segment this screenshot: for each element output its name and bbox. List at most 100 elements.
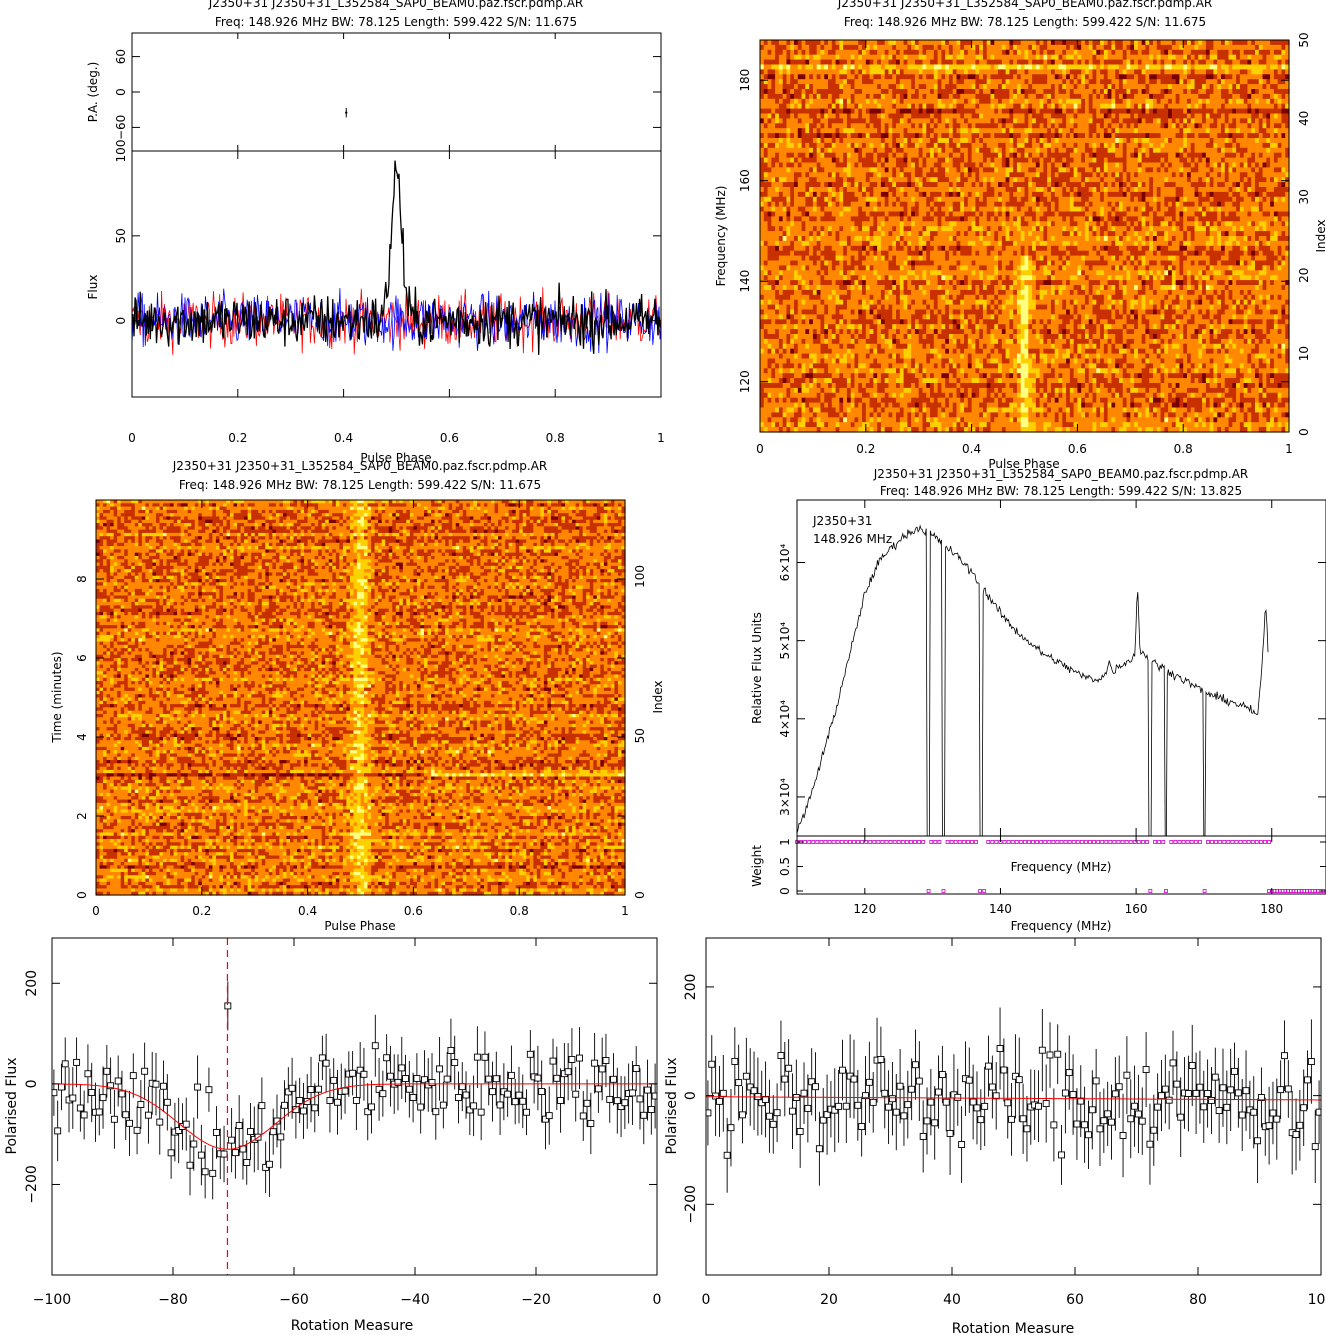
pa-ylabel: P.A. (deg.)	[86, 62, 100, 123]
freq-phase-cell	[885, 114, 889, 120]
freq-phase-cell	[873, 40, 877, 46]
freq-phase-cell	[851, 138, 855, 144]
freq-phase-cell	[1085, 84, 1089, 90]
freq-phase-cell	[1040, 89, 1044, 95]
freq-phase-cell	[1059, 84, 1063, 90]
freq-phase-cell	[1217, 65, 1221, 71]
freq-phase-cell	[843, 50, 847, 56]
freq-phase-cell	[1281, 65, 1285, 71]
freq-phase-cell	[820, 114, 824, 120]
freq-phase-cell	[960, 55, 964, 61]
freq-phase-cell	[1066, 177, 1070, 183]
freq-phase-cell	[832, 69, 836, 75]
freq-phase-cell	[1161, 172, 1165, 178]
freq-phase-cell	[1179, 69, 1183, 75]
freq-phase-cell	[1074, 128, 1078, 134]
freq-phase-cell	[987, 79, 991, 85]
freq-phase-cell	[1013, 99, 1017, 105]
freq-phase-cell	[768, 69, 772, 75]
freq-phase-cell	[832, 133, 836, 139]
freq-phase-cell	[885, 148, 889, 154]
freq-phase-cell	[1236, 50, 1240, 56]
freq-phase-cell	[1187, 153, 1191, 159]
freq-phase-cell	[790, 143, 794, 149]
freq-phase-cell	[1236, 148, 1240, 154]
freq-phase-cell	[1025, 109, 1029, 115]
freq-phase-cell	[990, 94, 994, 100]
freq-phase-cell	[1161, 50, 1165, 56]
freq-phase-cell	[1009, 109, 1013, 115]
freq-phase-cell	[824, 118, 828, 124]
freq-phase-cell	[915, 55, 919, 61]
freq-phase-cell	[1149, 109, 1153, 115]
freq-phase-cell	[956, 55, 960, 61]
freq-phase-cell	[1157, 182, 1161, 188]
freq-phase-cell	[1062, 104, 1066, 110]
freq-phase-cell	[919, 74, 923, 80]
freq-phase-cell	[926, 163, 930, 169]
freq-phase-cell	[1096, 148, 1100, 154]
freq-phase-cell	[1093, 167, 1097, 173]
freq-phase-cell	[1244, 114, 1248, 120]
freq-phase-cell	[919, 60, 923, 66]
freq-phase-cell	[1176, 65, 1180, 71]
freq-phase-cell	[1100, 89, 1104, 95]
freq-phase-cell	[1111, 69, 1115, 75]
freq-phase-cell	[1183, 118, 1187, 124]
freq-phase-cell	[1006, 65, 1010, 71]
freq-phase-cell	[828, 177, 832, 183]
freq-phase-cell	[870, 89, 874, 95]
freq-phase-cell	[1153, 172, 1157, 178]
freq-phase-cell	[813, 167, 817, 173]
freq-phase-cell	[1100, 177, 1104, 183]
freq-phase-cell	[888, 143, 892, 149]
freq-phase-cell	[858, 109, 862, 115]
freq-phase-cell	[1179, 143, 1183, 149]
freq-phase-cell	[1036, 69, 1040, 75]
freq-phase-cell	[1236, 133, 1240, 139]
freq-phase-cell	[881, 192, 885, 198]
freq-phase-cell	[949, 123, 953, 129]
freq-phase-cell	[911, 153, 915, 159]
freq-phase-cell	[1153, 89, 1157, 95]
freq-phase-cell	[919, 187, 923, 193]
freq-phase-cell	[888, 192, 892, 198]
freq-phase-cell	[873, 55, 877, 61]
freq-phase-cell	[824, 60, 828, 66]
freq-phase-cell	[1070, 192, 1074, 198]
freq-phase-cell	[1059, 40, 1063, 46]
freq-phase-cell	[1263, 118, 1267, 124]
freq-phase-cell	[1232, 138, 1236, 144]
freq-phase-cell	[934, 167, 938, 173]
freq-phase-cell	[1081, 153, 1085, 159]
freq-phase-cell	[979, 69, 983, 75]
freq-phase-cell	[820, 143, 824, 149]
freq-phase-cell	[964, 123, 968, 129]
freq-phase-cell	[915, 89, 919, 95]
freq-phase-cell	[1145, 163, 1149, 169]
freq-phase-cell	[1198, 158, 1202, 164]
freq-phase-cell	[843, 133, 847, 139]
freq-phase-cell	[896, 99, 900, 105]
freq-phase-cell	[764, 118, 768, 124]
freq-phase-cell	[828, 55, 832, 61]
freq-phase-cell	[1206, 79, 1210, 85]
freq-phase-cell	[866, 45, 870, 51]
freq-phase-cell	[839, 114, 843, 120]
freq-phase-cell	[1085, 55, 1089, 61]
freq-phase-cell	[926, 74, 930, 80]
freq-phase-cell	[1183, 60, 1187, 66]
freq-phase-cell	[953, 55, 957, 61]
freq-phase-cell	[1002, 99, 1006, 105]
freq-phase-cell	[907, 143, 911, 149]
freq-phase-cell	[820, 65, 824, 71]
freq-phase-cell	[1149, 172, 1153, 178]
freq-phase-cell	[915, 94, 919, 100]
freq-phase-cell	[1081, 182, 1085, 188]
freq-phase-cell	[972, 94, 976, 100]
freq-phase-cell	[975, 187, 979, 193]
freq-phase-cell	[1240, 118, 1244, 124]
freq-phase-cell	[779, 187, 783, 193]
freq-phase-cell	[1157, 114, 1161, 120]
freq-phase-cell	[1145, 148, 1149, 154]
